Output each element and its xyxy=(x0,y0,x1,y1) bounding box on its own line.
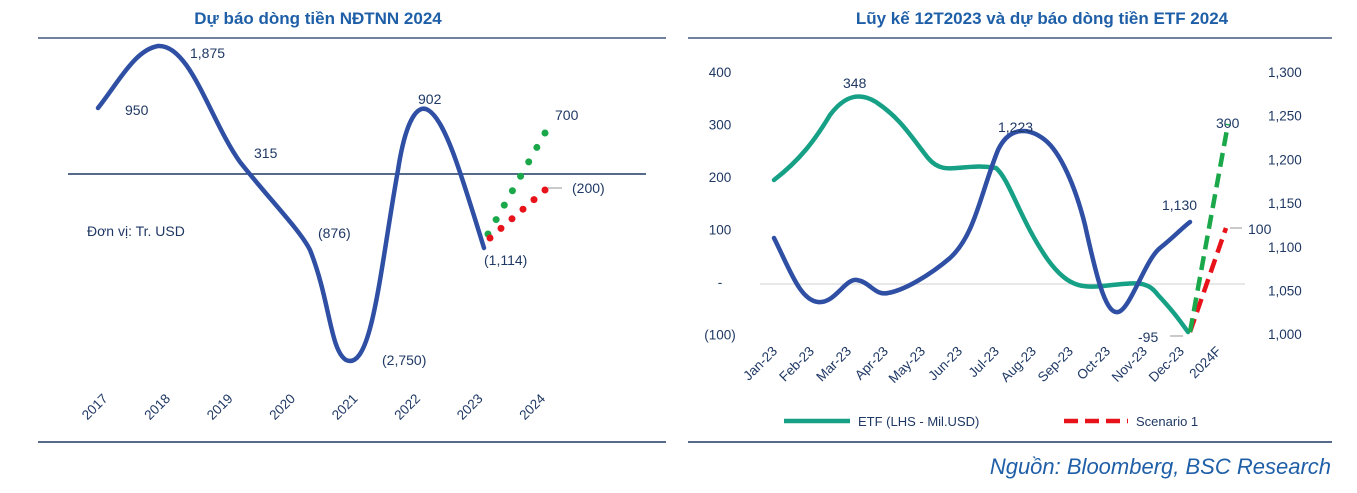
x-tick-Aug-23: Aug-23 xyxy=(998,344,1039,385)
x-tick-Jun-23: Jun-23 xyxy=(925,344,965,384)
bull-forecast-dot xyxy=(517,172,525,180)
label-2020: (876) xyxy=(318,225,351,241)
y-left-tick: (100) xyxy=(704,328,736,343)
y-right-tick: 1,000 xyxy=(1268,327,1302,342)
x-tick-2024F: 2024F xyxy=(1186,344,1224,382)
y-right-tick: 1,200 xyxy=(1268,152,1302,167)
x-tick-Jul-23: Jul-23 xyxy=(966,344,1003,381)
chart-right-title: Lũy kế 12T2023 và dự báo dòng tiền ETF 2… xyxy=(856,9,1229,28)
bull-forecast-dot xyxy=(541,129,549,137)
x-tick-Sep-23: Sep-23 xyxy=(1035,344,1076,385)
source-note: Nguồn: Bloomberg, BSC Research xyxy=(989,454,1331,479)
chart-left: Dự báo dòng tiền NĐTNN 2024 950 1,875 31… xyxy=(38,9,666,443)
y-axis-left: 400 300 200 100 - (100) xyxy=(704,65,736,343)
x-tick-2019: 2019 xyxy=(204,391,236,423)
y-left-tick: 400 xyxy=(709,65,732,80)
label-2024f-green: 300 xyxy=(1216,115,1240,131)
label-2024-bull: 700 xyxy=(555,107,579,123)
y-axis-right: 1,300 1,250 1,200 1,150 1,100 1,050 1,000 xyxy=(1268,65,1302,342)
x-tick-Feb-23: Feb-23 xyxy=(776,344,817,385)
y-left-tick: - xyxy=(718,275,723,290)
bear-forecast-dot xyxy=(530,196,538,204)
x-tick-Nov-23: Nov-23 xyxy=(1109,344,1150,385)
series-etf-line xyxy=(771,94,1191,335)
x-tick-Apr-23: Apr-23 xyxy=(852,344,891,383)
label-2021: (2,750) xyxy=(382,352,426,368)
label-2023: (1,114) xyxy=(484,252,527,268)
label-mar-23: 348 xyxy=(843,75,867,91)
bear-forecast-dot xyxy=(486,234,494,242)
x-tick-Jan-23: Jan-23 xyxy=(740,344,780,384)
chart-left-title: Dự báo dòng tiền NĐTNN 2024 xyxy=(194,9,442,28)
x-tick-May-23: May-23 xyxy=(886,344,928,386)
y-right-tick: 1,250 xyxy=(1268,109,1302,124)
x-tick-2018: 2018 xyxy=(141,391,173,423)
series-actual-line xyxy=(95,43,487,364)
legend-scenario-1-label: Scenario 1 xyxy=(1136,414,1198,429)
x-tick-Dec-23: Dec-23 xyxy=(1146,344,1187,385)
x-tick-2022: 2022 xyxy=(391,391,423,423)
y-right-tick: 1,050 xyxy=(1268,284,1302,299)
bear-forecast-dot xyxy=(508,215,516,223)
y-left-tick: 200 xyxy=(709,170,732,185)
x-tick-Oct-23: Oct-23 xyxy=(1074,344,1113,383)
label-etf-dec-23: -95 xyxy=(1138,329,1158,345)
y-left-tick: 100 xyxy=(709,223,732,238)
x-tick-2017: 2017 xyxy=(79,391,111,423)
bull-forecast-dot xyxy=(525,158,533,166)
y-right-tick: 1,150 xyxy=(1268,196,1302,211)
bull-forecast-dot xyxy=(533,143,541,151)
chart-right: Lũy kế 12T2023 và dự báo dòng tiền ETF 2… xyxy=(688,9,1332,443)
label-aug-23: 1,223 xyxy=(998,119,1033,135)
series-scenario-1 xyxy=(1187,227,1229,333)
y-left-tick: 300 xyxy=(709,118,732,133)
x-tick-2020: 2020 xyxy=(266,391,298,423)
x-tick-2024: 2024 xyxy=(516,391,548,423)
label-2018: 1,875 xyxy=(190,45,225,61)
label-2019: 315 xyxy=(254,145,278,161)
legend-etf-label: ETF (LHS - Mil.USD) xyxy=(858,414,979,429)
chart-left-x-axis: 2017 2018 2019 2020 2021 2022 2023 2024 xyxy=(79,391,549,423)
bear-forecast-dot xyxy=(541,186,549,194)
bear-forecast-dot xyxy=(497,224,505,232)
x-tick-Mar-23: Mar-23 xyxy=(813,344,854,385)
label-2022: 902 xyxy=(418,91,442,107)
x-tick-2021: 2021 xyxy=(329,391,361,423)
legend: ETF (LHS - Mil.USD) Scenario 1 xyxy=(784,414,1198,429)
bull-forecast-dot xyxy=(508,187,516,195)
x-tick-2023: 2023 xyxy=(454,391,486,423)
label-2024f-red: 100 xyxy=(1248,221,1272,237)
label-dec-23: 1,130 xyxy=(1162,197,1197,213)
y-right-tick: 1,300 xyxy=(1268,65,1302,80)
series-right-axis-line xyxy=(771,128,1193,315)
label-2024-bear: (200) xyxy=(572,180,605,196)
unit-annotation: Đơn vị: Tr. USD xyxy=(87,223,185,239)
bull-forecast-dot xyxy=(492,216,500,224)
label-2017: 950 xyxy=(125,102,149,118)
y-right-tick: 1,100 xyxy=(1268,240,1302,255)
series-scenario-green xyxy=(1187,123,1231,333)
bear-forecast-dot xyxy=(519,205,527,213)
bull-forecast-dot xyxy=(500,201,508,209)
forecast-dots xyxy=(484,129,549,242)
